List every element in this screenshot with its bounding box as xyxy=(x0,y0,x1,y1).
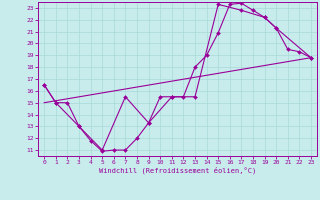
X-axis label: Windchill (Refroidissement éolien,°C): Windchill (Refroidissement éolien,°C) xyxy=(99,167,256,174)
